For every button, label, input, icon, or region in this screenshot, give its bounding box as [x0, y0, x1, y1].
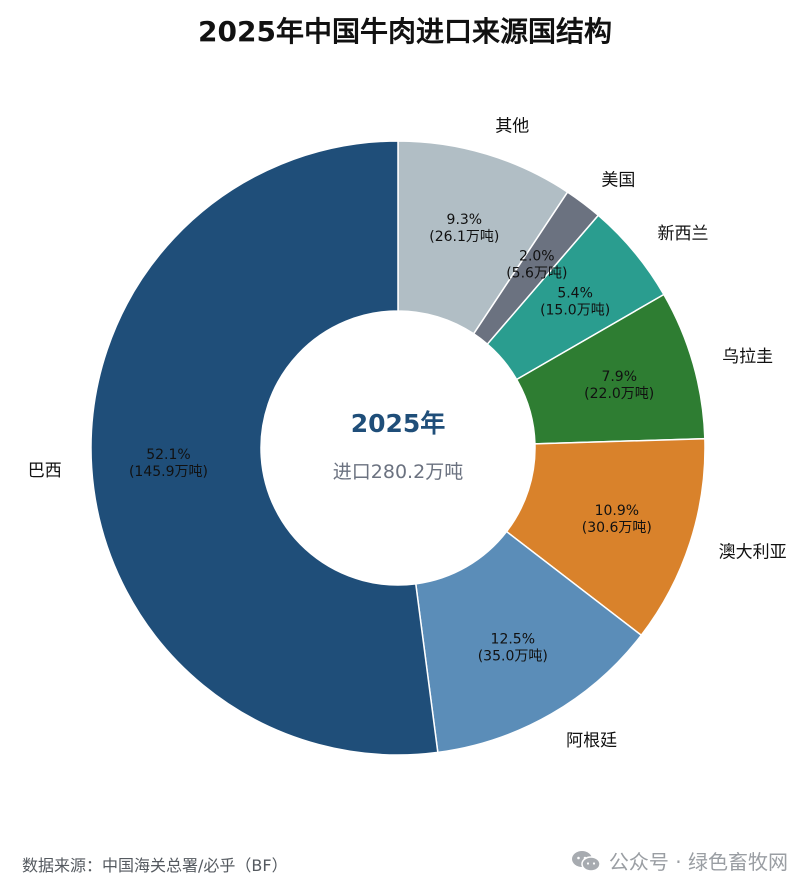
slice-pct-label: 7.9%	[601, 369, 637, 385]
slice-4	[505, 437, 706, 637]
slice-5	[414, 530, 643, 754]
slice-value-label: (22.0万吨)	[584, 386, 654, 402]
slice-value-label: (30.6万吨)	[582, 520, 652, 536]
slice-pct-label: 9.3%	[447, 212, 483, 228]
slice-pct-label: 52.1%	[146, 447, 190, 463]
slice-pct-label: 2.0%	[519, 249, 555, 265]
slice-category-label: 阿根廷	[566, 731, 617, 751]
slice-value-label: (26.1万吨)	[429, 229, 499, 245]
slice-category-label: 澳大利亚	[719, 543, 787, 563]
center-title: 2025年	[351, 409, 446, 438]
slices-group	[90, 140, 706, 756]
slice-value-label: (5.6万吨)	[506, 266, 567, 282]
slice-category-label: 其他	[495, 116, 529, 136]
slice-pct-label: 12.5%	[491, 631, 535, 647]
watermark: 公众号 · 绿色畜牧网	[571, 846, 788, 875]
source-note: 数据来源：中国海关总署/必乎（BF）	[22, 856, 288, 875]
labels-group: 9.3%(26.1万吨) 其他 2.0%(5.6万吨) 美国 5.4%(15.0万吨) 新…	[28, 116, 787, 751]
slice-pct-label: 5.4%	[557, 285, 593, 301]
slice-category-label: 新西兰	[658, 224, 709, 244]
slice-category-label: 美国	[601, 170, 635, 190]
watermark-text: 公众号 · 绿色畜牧网	[608, 850, 788, 874]
slice-value-label: (15.0万吨)	[540, 302, 610, 318]
slice-category-label: 巴西	[28, 461, 62, 481]
slice-value-label: (35.0万吨)	[478, 648, 548, 664]
slice-pct-label: 10.9%	[595, 503, 639, 519]
wechat-icon	[571, 850, 601, 872]
chart-title: 2025年中国牛肉进口来源国结构	[198, 15, 612, 48]
slice-value-label: (145.9万吨)	[129, 464, 208, 480]
slice-6	[90, 140, 439, 756]
center-subtitle: 进口280.2万吨	[333, 461, 463, 483]
slice-category-label: 乌拉圭	[722, 347, 773, 367]
